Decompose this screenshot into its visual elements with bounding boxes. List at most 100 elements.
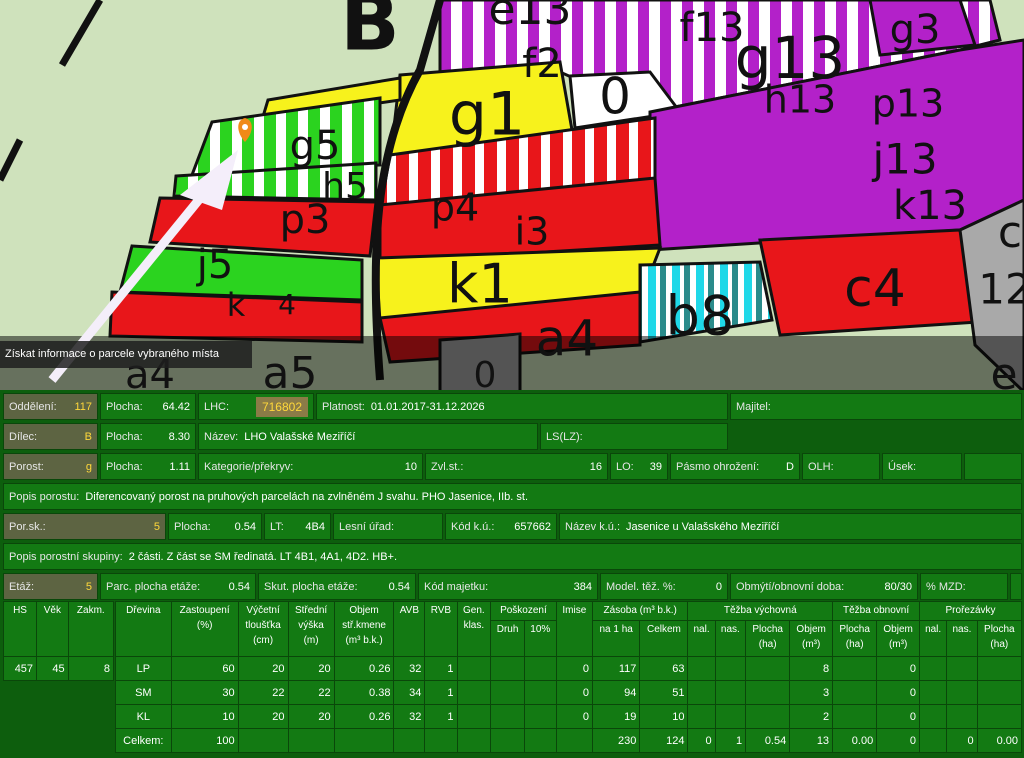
empty-cell — [946, 656, 978, 681]
parcel-label: e — [990, 349, 1017, 392]
info-field: LT: 4B4 — [264, 513, 331, 540]
field-label: Dílec: — [9, 430, 38, 443]
field-value: 117 — [74, 400, 92, 413]
field-label: LO: — [616, 460, 634, 473]
parcel-label: c — [998, 207, 1022, 258]
column-header: 10% — [523, 620, 557, 657]
field-label: Lesní úřad: — [339, 520, 395, 533]
column-header: Gen. klas. — [456, 601, 492, 657]
field-label: Plocha: — [174, 520, 211, 533]
cell-value: 0.54 — [745, 728, 791, 753]
parcel-label: e13 — [488, 0, 571, 35]
field-value: 0.54 — [234, 520, 256, 533]
cell-value: 10 — [639, 704, 689, 729]
empty-cell — [490, 680, 525, 705]
cell-value: 0 — [687, 728, 716, 753]
empty-cell — [456, 656, 492, 681]
parcel-label: B — [340, 0, 399, 68]
cell-value: 63 — [639, 656, 689, 681]
info-field: Plocha: 64.42 — [100, 393, 196, 420]
cell-value: 0.00 — [976, 728, 1023, 753]
map-pin[interactable] — [238, 118, 252, 142]
parcel-label: f2 — [522, 41, 562, 87]
field-value: 657662 — [514, 520, 551, 533]
field-value: 716802 — [255, 396, 308, 417]
empty-cell — [946, 680, 978, 705]
cell-value: 32 — [393, 656, 426, 681]
cell-value: 34 — [393, 680, 426, 705]
empty-cell — [490, 656, 525, 681]
column-header: Těžba výchovná — [687, 600, 834, 622]
field-value: 0.54 — [388, 580, 410, 593]
field-value: LHO Valašské Meziříčí — [244, 430, 356, 443]
cell-value: 20 — [237, 656, 289, 681]
cell-value: 0 — [876, 728, 921, 753]
cell-value: 0 — [876, 656, 921, 681]
cell-value: 2 — [789, 704, 834, 729]
field-value: 5 — [153, 520, 160, 533]
parcel-label: 12 — [978, 265, 1024, 314]
parcel-label: j13 — [871, 135, 937, 184]
column-header: Zakm. — [67, 601, 115, 657]
column-header: Druh — [490, 620, 525, 657]
column-header: na 1 ha — [591, 620, 641, 657]
empty-cell — [523, 656, 557, 681]
empty-cell — [523, 680, 557, 705]
cell-value: 0 — [946, 728, 978, 753]
empty-cell — [919, 704, 948, 729]
info-field: Parc. plocha etáže: 0.54 — [100, 573, 256, 600]
field-value: 01.01.2017-31.12.2026 — [370, 400, 485, 413]
parcel-label: j5 — [196, 242, 234, 288]
empty-cell — [745, 704, 791, 729]
field-value: 0.54 — [228, 580, 250, 593]
empty-cell — [964, 453, 1022, 480]
header-row: Druh 10% na 1 ha Celkem nal. nas. Plocha (ha) O… — [116, 620, 1023, 657]
info-field: Plocha: 0.54 — [168, 513, 262, 540]
column-header: Dřevina — [115, 601, 172, 657]
info-field: Model. těž. %: 0 — [600, 573, 728, 600]
cell-value: 22 — [237, 680, 289, 705]
info-field: Název k.ú.: Jasenice u Valašského Meziříč… — [559, 513, 1022, 540]
field-label: Skut. plocha etáže: — [264, 580, 358, 593]
cell-value: 51 — [639, 680, 689, 705]
field-label: Kód k.ú.: — [451, 520, 495, 533]
info-field: Oddělení: 117 — [3, 393, 98, 420]
field-label: Por.sk.: — [9, 520, 46, 533]
empty-cell — [490, 728, 525, 753]
parcel-label: h13 — [764, 78, 836, 122]
empty-cell — [393, 728, 426, 753]
parcel-label: a5 — [263, 348, 318, 392]
empty-cell — [919, 656, 948, 681]
cell-value: 8 — [67, 656, 115, 681]
header-row: Dřevina Zastoupení (%) Výčetní tloušťka (c… — [115, 600, 1022, 657]
field-label: Zvl.st.: — [431, 460, 464, 473]
field-label: Obmýtí/obnovní doba: — [736, 580, 845, 593]
cell-value: 230 — [591, 728, 641, 753]
cell-value: 8 — [789, 656, 834, 681]
empty-cell — [287, 728, 335, 753]
field-value: Diferencovaný porost na pruhových parcel… — [85, 490, 528, 503]
cell-value: 457 — [2, 656, 38, 681]
info-field: Popis porostu: Diferencovaný porost na pr… — [3, 483, 1022, 510]
field-value: B — [84, 430, 92, 443]
field-label: Pásmo ohrožení: — [676, 460, 760, 473]
info-field: LHC: 716802 — [198, 393, 314, 420]
info-field: Kód k.ú.: 657662 — [445, 513, 557, 540]
parcel-label: k1 — [447, 253, 513, 316]
field-label: Platnost: — [322, 400, 365, 413]
species-table: Dřevina Zastoupení (%) Výčetní tloušťka (c… — [115, 600, 1023, 753]
empty-cell — [919, 680, 948, 705]
field-label: Kód majetku: — [424, 580, 489, 593]
info-field: Majitel: — [730, 393, 1022, 420]
empty-cell — [687, 680, 716, 705]
column-header: Zastoupení (%) — [170, 601, 239, 657]
parcel-label: 4 — [278, 288, 296, 321]
parcel-label: k — [227, 286, 246, 324]
column-header: Střední výška (m) — [287, 601, 335, 657]
cell-value: 20 — [237, 704, 289, 729]
column-header: nal. — [919, 620, 948, 657]
field-value: 64.42 — [162, 400, 190, 413]
column-header: Poškození — [490, 600, 557, 622]
